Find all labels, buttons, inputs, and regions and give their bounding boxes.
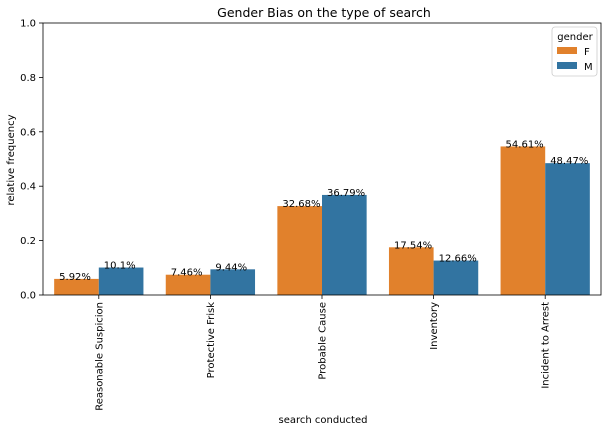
y-tick-label: 0.0 [20,291,36,302]
x-tick-label: Protective Frisk [206,302,217,379]
chart-title: Gender Bias on the type of search [217,5,431,20]
y-axis: 0.0 0.2 0.4 0.6 0.8 1.0 [20,19,43,302]
bar-m-0 [98,267,144,295]
bar-f-4 [500,146,546,295]
y-axis-label: relative frequency [6,114,17,205]
bar-value-label: 17.54% [394,240,432,251]
y-tick-label: 1.0 [20,19,36,30]
legend-label-m: M [584,62,593,73]
bar-f-3 [388,247,434,295]
legend-title: gender [557,32,593,43]
value-labels-layer: 5.92% 10.1% 7.46% 9.44% 32.68% 36.79% 17.54% 12… [59,139,588,282]
y-tick-label: 0.4 [20,182,36,193]
bars-layer [54,146,590,295]
bar-value-label: 5.92% [59,272,91,283]
bar-value-label: 9.44% [215,262,247,273]
x-tick-label: Reasonable Suspicion [94,302,105,411]
x-axis-label: search conducted [279,415,368,426]
bar-value-label: 7.46% [171,268,203,279]
y-tick-label: 0.6 [20,127,36,138]
bar-value-label: 36.79% [327,188,365,199]
bar-m-1 [210,269,256,295]
bar-value-label: 12.66% [439,254,477,265]
bar-value-label: 48.47% [550,156,588,167]
x-axis: Reasonable Suspicion Protective Frisk Prob… [94,295,552,411]
legend: gender F M [551,26,598,77]
bar-f-2 [277,206,322,295]
bar-value-label: 32.68% [282,199,320,210]
x-tick-label: Probable Cause [318,302,329,380]
plot-frame [42,22,602,296]
bar-m-4 [545,163,590,295]
y-tick-label: 0.2 [20,236,36,247]
bar-f-0 [54,278,99,295]
bar-f-1 [165,274,211,295]
legend-label-f: F [584,47,590,58]
y-tick-label: 0.8 [20,73,36,84]
bar-value-label: 54.61% [506,139,544,150]
legend-swatch-f [557,47,577,54]
x-tick-label: Incident to Arrest [541,302,552,389]
bar-m-3 [433,260,479,295]
bar-value-label: 10.1% [104,261,136,272]
legend-swatch-m [557,62,577,69]
x-tick-label: Inventory [429,302,440,350]
bar-m-2 [322,194,367,295]
